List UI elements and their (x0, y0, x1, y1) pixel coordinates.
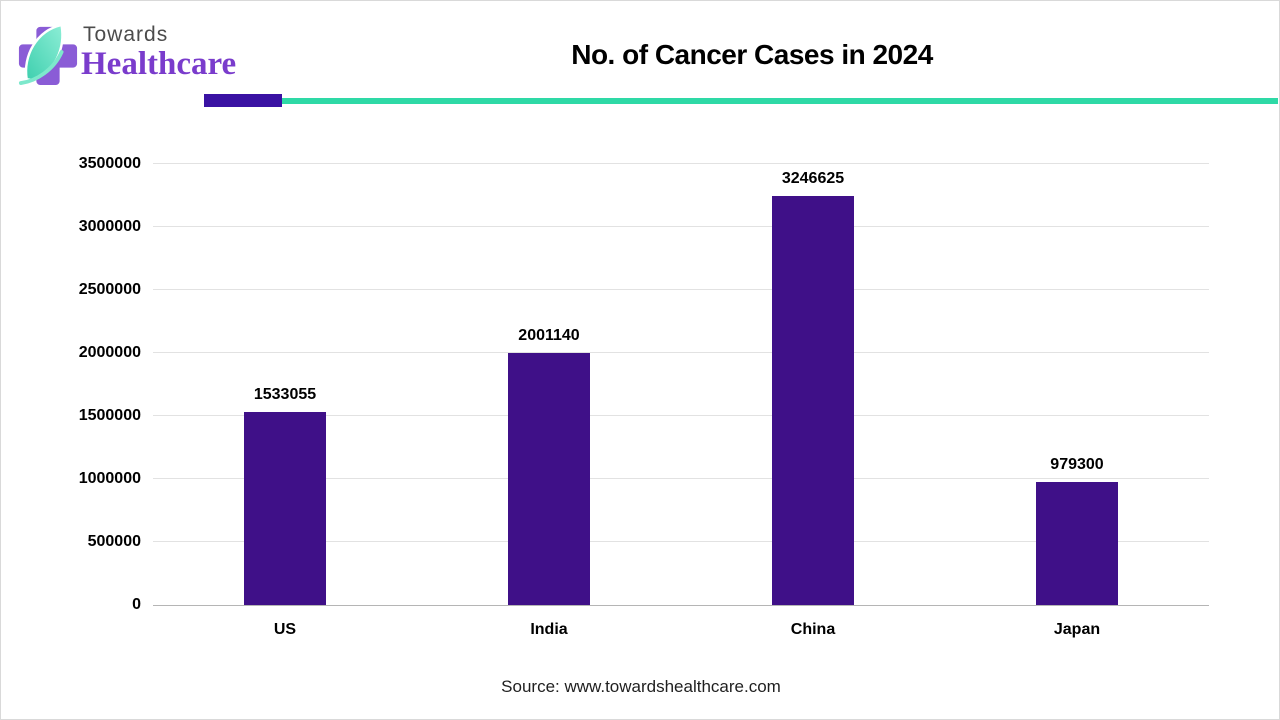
y-tick-label: 1500000 (78, 407, 141, 424)
bar-value-label-us: 1533055 (253, 385, 317, 403)
y-tick-label: 3000000 (78, 218, 141, 235)
x-axis-baseline (153, 605, 1209, 606)
towards-healthcare-logo: Towards Healthcare (17, 19, 236, 89)
gridline (153, 289, 1209, 290)
logo-healthcare-text: Healthcare (81, 46, 237, 82)
gridline (153, 415, 1209, 416)
healthcare-cross-leaf-icon (18, 23, 78, 85)
y-tick-label: 1000000 (78, 470, 141, 487)
gridline (153, 163, 1209, 164)
bar-chart-plot-area (153, 163, 1209, 606)
y-tick-label: 2000000 (78, 344, 141, 361)
bar-value-label-japan: 979300 (1050, 455, 1104, 473)
x-category-label-japan: Japan (1053, 621, 1101, 638)
x-category-label-india: India (530, 621, 568, 638)
gridline (153, 226, 1209, 227)
y-tick-label: 2500000 (78, 281, 141, 298)
bar-value-label-china: 3246625 (781, 169, 845, 187)
gridline (153, 478, 1209, 479)
source-text: Source: www.towardshealthcare.com (501, 677, 781, 696)
y-tick-label: 3500000 (78, 155, 141, 172)
divider-teal-line (282, 98, 1278, 104)
bar-value-label-india: 2001140 (518, 326, 580, 344)
y-tick-label: 0 (132, 596, 141, 613)
x-category-label-us: US (273, 621, 297, 638)
gridline (153, 352, 1209, 353)
bar-india (508, 352, 590, 605)
logo-towards-text: Towards (83, 23, 169, 46)
gridline (153, 541, 1209, 542)
y-tick-label: 500000 (87, 533, 141, 550)
logo-text: Towards Healthcare (81, 19, 237, 82)
bar-us (244, 411, 326, 605)
x-category-label-china: China (790, 621, 836, 638)
bar-japan (1036, 481, 1118, 605)
bar-china (772, 195, 854, 605)
chart-title: No. of Cancer Cases in 2024 (571, 39, 933, 70)
divider-accent-block (204, 94, 282, 107)
